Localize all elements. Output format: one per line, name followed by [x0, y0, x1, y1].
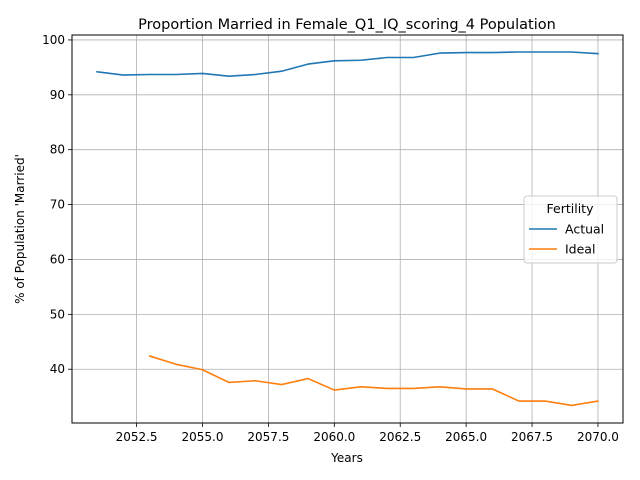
y-tick-label: 50: [50, 307, 65, 321]
x-tick-label: 2055.0: [182, 430, 224, 444]
legend: Fertility Actual Ideal: [523, 195, 618, 264]
chart-title: Proportion Married in Female_Q1_IQ_scori…: [138, 17, 556, 33]
legend-title: Fertility: [547, 201, 595, 216]
x-tick-label: 2067.5: [511, 430, 553, 444]
series-line-ideal: [148, 355, 599, 407]
x-tick-label: 2065.0: [445, 430, 487, 444]
x-tick-label: 2060.0: [313, 430, 355, 444]
x-axis-label: Years: [330, 451, 363, 465]
plot-lines: [96, 51, 599, 407]
x-tick-label: 2070.0: [577, 430, 619, 444]
legend-label-ideal: Ideal: [565, 242, 595, 257]
y-tick-label: 70: [50, 198, 65, 212]
y-axis-label: % of Population 'Married': [13, 154, 27, 304]
y-tick-label: 90: [50, 88, 65, 102]
y-tick-label: 100: [42, 33, 65, 47]
legend-box: [523, 195, 618, 264]
x-axis-ticks: 2052.5 2055.0 2057.5 2060.0 2062.5 2065.0 2067…: [116, 423, 619, 444]
series-line-actual: [96, 51, 599, 77]
x-tick-label: 2057.5: [247, 430, 289, 444]
y-tick-label: 80: [50, 143, 65, 157]
y-tick-label: 40: [50, 362, 65, 376]
x-tick-label: 2052.5: [116, 430, 158, 444]
y-tick-label: 60: [50, 252, 65, 266]
x-tick-label: 2062.5: [379, 430, 421, 444]
y-axis-ticks: 40 50 60 70 80 90 100: [42, 33, 72, 376]
legend-label-actual: Actual: [565, 222, 604, 237]
plot-frame: [71, 34, 624, 424]
